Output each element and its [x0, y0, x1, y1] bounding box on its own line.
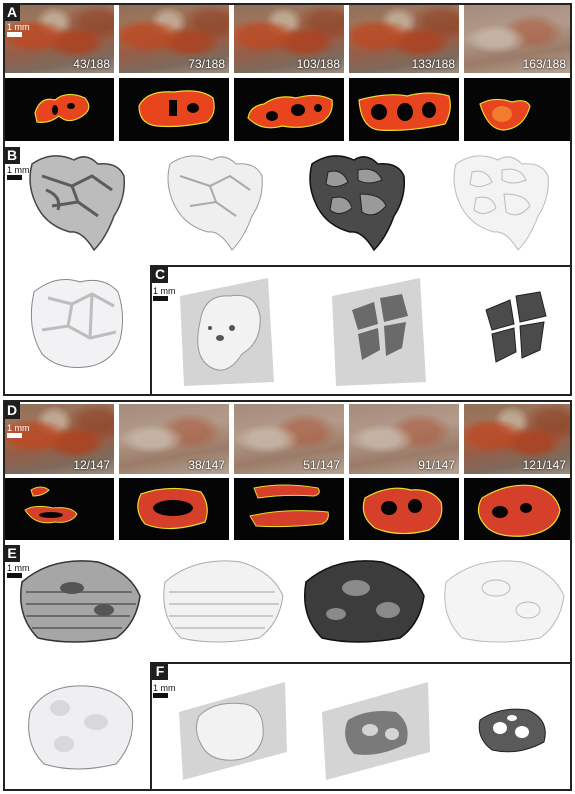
segmentation-image [349, 78, 459, 141]
specimen-photo: 91/147 [349, 404, 459, 474]
3d-rendering [22, 146, 140, 252]
3d-model-section [318, 672, 434, 788]
segmentation-image [5, 78, 114, 141]
specimen-photo: 73/188 [119, 5, 229, 73]
panel-label-d: D [4, 402, 20, 419]
3d-rendering [436, 552, 570, 648]
3d-rendering [160, 146, 278, 252]
scale-bar: 1 mm [7, 423, 30, 438]
panel-label-c: C [152, 266, 168, 283]
specimen-photo: 43/188 [5, 5, 114, 73]
3d-model-with-plane [170, 272, 280, 390]
scale-bar: 1 mm [7, 165, 30, 180]
specimen-photo: 38/147 [119, 404, 229, 474]
slice-number: 103/188 [296, 57, 340, 71]
panel-label-f: F [152, 663, 168, 680]
segmentation-image [119, 78, 229, 141]
panel-label-b: B [4, 147, 20, 164]
3d-rendering [155, 552, 289, 648]
segmentation-image [5, 478, 114, 540]
slice-number: 38/147 [188, 458, 225, 472]
section-model [470, 672, 566, 788]
slice-number: 43/188 [73, 57, 110, 71]
scale-bar: 1 mm [153, 683, 176, 698]
3d-rendering [446, 146, 564, 252]
segmentation-image [349, 478, 459, 540]
3d-rendering [20, 268, 138, 374]
slice-number: 121/147 [522, 458, 566, 472]
specimen-photo: 51/147 [234, 404, 344, 474]
specimen-photo: 163/188 [464, 5, 570, 73]
3d-rendering [296, 552, 430, 648]
slice-number: 51/147 [303, 458, 340, 472]
3d-rendering [16, 668, 140, 778]
specimen-photo: 121/147 [464, 404, 570, 474]
specimen-photo: 103/188 [234, 5, 344, 73]
specimen-photo: 12/147 [5, 404, 114, 474]
segmentation-image [234, 78, 344, 141]
3d-rendering [302, 146, 420, 252]
segmentation-image [119, 478, 229, 540]
segmentation-image [464, 78, 570, 141]
segmentation-image [464, 478, 570, 540]
3d-model-with-plane [175, 672, 291, 788]
slice-number: 133/188 [411, 57, 455, 71]
scale-bar: 1 mm [153, 286, 176, 301]
specimen-photo: 133/188 [349, 5, 459, 73]
3d-model-section [322, 272, 432, 390]
slice-number: 73/188 [188, 57, 225, 71]
panel-label-a: A [4, 4, 20, 21]
slice-number: 91/147 [418, 458, 455, 472]
section-model [462, 272, 562, 390]
3d-rendering [12, 552, 146, 648]
slice-number: 12/147 [73, 458, 110, 472]
scale-bar: 1 mm [7, 563, 30, 578]
segmentation-image [234, 478, 344, 540]
slice-number: 163/188 [522, 57, 566, 71]
panel-label-e: E [4, 545, 20, 562]
scale-bar: 1 mm [7, 22, 30, 37]
